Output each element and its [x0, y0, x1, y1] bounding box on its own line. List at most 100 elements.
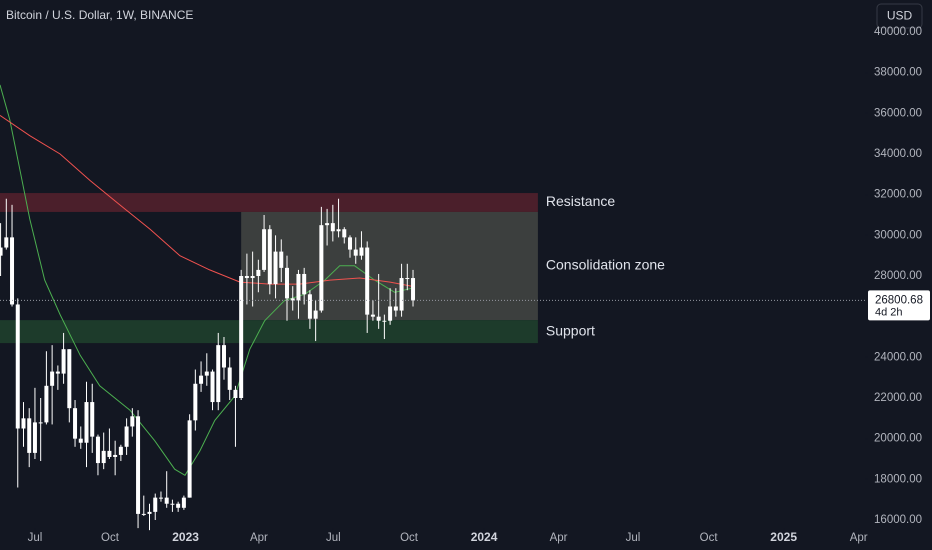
candle-body — [210, 371, 215, 403]
candle-body — [0, 247, 3, 256]
candle-body — [273, 251, 278, 285]
x-tick-label: Oct — [700, 532, 719, 544]
candle-body — [233, 389, 238, 398]
currency-label[interactable]: USD — [887, 9, 913, 23]
y-tick-label: 32000.00 — [874, 189, 922, 201]
zone-label: Support — [546, 322, 595, 338]
candle-body — [50, 371, 55, 386]
candle-body — [147, 511, 152, 514]
candle-body — [187, 420, 192, 498]
candle-body — [405, 278, 410, 280]
candle-body — [32, 422, 37, 453]
candle-body — [27, 418, 32, 453]
currency-button[interactable] — [876, 3, 923, 29]
y-tick-label: 28000.00 — [874, 270, 922, 282]
candle-body — [302, 273, 307, 295]
x-tick-label: Jul — [626, 532, 641, 544]
candle-body — [336, 229, 341, 232]
candle-body — [118, 446, 123, 455]
candle-body — [353, 249, 358, 256]
x-tick-label: 2025 — [770, 530, 797, 544]
candle-body — [204, 371, 209, 376]
candle-body — [199, 375, 204, 384]
candle-body — [348, 237, 353, 250]
candle-body — [193, 383, 198, 421]
candle-body — [67, 349, 72, 409]
candle-body — [244, 276, 249, 279]
last-price-box — [868, 290, 930, 321]
last-price-label: 26800.68 — [875, 294, 923, 306]
candle-body — [90, 402, 95, 437]
candle-body — [376, 316, 381, 321]
candle-body — [256, 269, 261, 276]
candle-body — [221, 345, 226, 368]
plot-area: Resistance Consolidation zone Support — [0, 84, 665, 531]
candle-body — [181, 497, 186, 508]
x-tick-label: Jul — [326, 532, 341, 544]
x-tick-label: Oct — [400, 532, 419, 544]
candle-body — [393, 306, 398, 311]
candle-body — [124, 426, 129, 447]
x-tick-label: Apr — [250, 532, 268, 544]
candle-body — [382, 320, 387, 322]
x-tick-label: Jul — [28, 532, 43, 544]
ma-line — [0, 84, 413, 476]
candle-body — [313, 310, 318, 319]
x-tick-label: 2023 — [172, 530, 199, 544]
x-tick-label: 2024 — [471, 530, 498, 544]
candle-body — [21, 418, 26, 429]
candle-body — [267, 229, 272, 285]
candle-body — [73, 408, 78, 439]
y-tick-label: 18000.00 — [874, 473, 922, 485]
y-tick-label: 22000.00 — [874, 392, 922, 404]
candle-body — [107, 450, 112, 457]
candle-body — [101, 450, 106, 464]
countdown-label: 4d 2h — [875, 306, 903, 318]
zone-label: Resistance — [546, 193, 615, 209]
candle-body — [136, 416, 141, 514]
candle-body — [216, 345, 221, 403]
candle-body — [290, 298, 295, 301]
candle-body — [15, 304, 20, 429]
candle-body — [411, 278, 416, 301]
y-tick-label: 34000.00 — [874, 148, 922, 160]
candle-body — [130, 416, 135, 427]
candle-body — [307, 294, 312, 319]
y-tick-label: 36000.00 — [874, 107, 922, 119]
candle-body — [279, 251, 284, 268]
y-tick-label: 16000.00 — [874, 514, 922, 526]
candle-body — [176, 503, 181, 508]
y-tick-label: 38000.00 — [874, 67, 922, 79]
candle-body — [10, 237, 15, 305]
candle-body — [61, 349, 66, 374]
candle-body — [262, 229, 267, 270]
chart-title: Bitcoin / U.S. Dollar, 1W, BINANCE — [6, 8, 193, 22]
candle-body — [319, 225, 324, 311]
y-tick-label: 24000.00 — [874, 351, 922, 363]
zone — [241, 211, 538, 321]
candle-body — [388, 306, 393, 321]
x-tick-label: Oct — [101, 532, 120, 544]
candle-body — [250, 276, 255, 279]
candle-body — [365, 247, 370, 315]
zone-label: Consolidation zone — [546, 257, 665, 273]
x-tick-label: Apr — [550, 532, 568, 544]
candle-body — [4, 237, 9, 248]
y-tick-label: 20000.00 — [874, 433, 922, 445]
candle-body — [78, 438, 83, 443]
candle-body — [113, 454, 118, 457]
candle-body — [239, 276, 244, 398]
candle-body — [55, 371, 60, 374]
candle-body — [325, 223, 330, 226]
y-tick-label: 40000.00 — [874, 26, 922, 38]
x-tick-label: Apr — [850, 532, 868, 544]
y-tick-label: 30000.00 — [874, 229, 922, 241]
candle-body — [44, 385, 49, 423]
zone — [0, 193, 538, 212]
candle-body — [164, 497, 169, 504]
candle-body — [296, 273, 301, 301]
candle-body — [227, 367, 232, 390]
candle-body — [95, 436, 100, 464]
candle-body — [284, 267, 289, 299]
